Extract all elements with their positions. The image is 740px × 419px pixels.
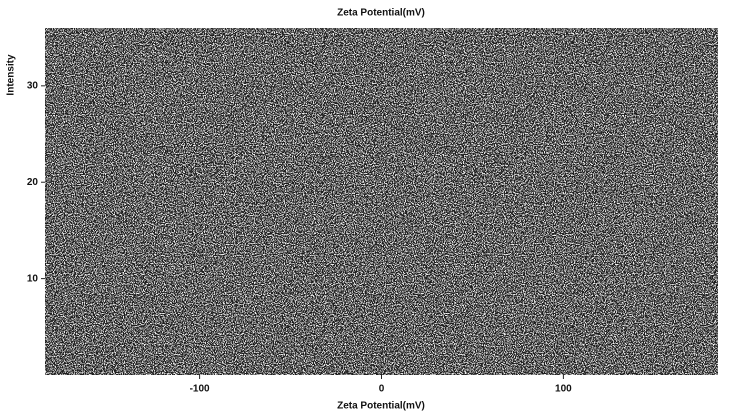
y-tick-label: 20 <box>27 177 39 188</box>
y-axis-label: Intensity <box>6 54 17 96</box>
x-tick-label: 0 <box>379 384 385 395</box>
x-tick-label: 100 <box>555 384 572 395</box>
chart-title: Zeta Potential(mV) <box>337 8 425 19</box>
x-tick-label: -100 <box>190 384 210 395</box>
y-tick-label: 30 <box>27 80 39 91</box>
x-axis-label: Zeta Potential(mV) <box>337 401 425 412</box>
plot-texture <box>45 28 718 375</box>
y-tick-label: 10 <box>27 273 39 284</box>
